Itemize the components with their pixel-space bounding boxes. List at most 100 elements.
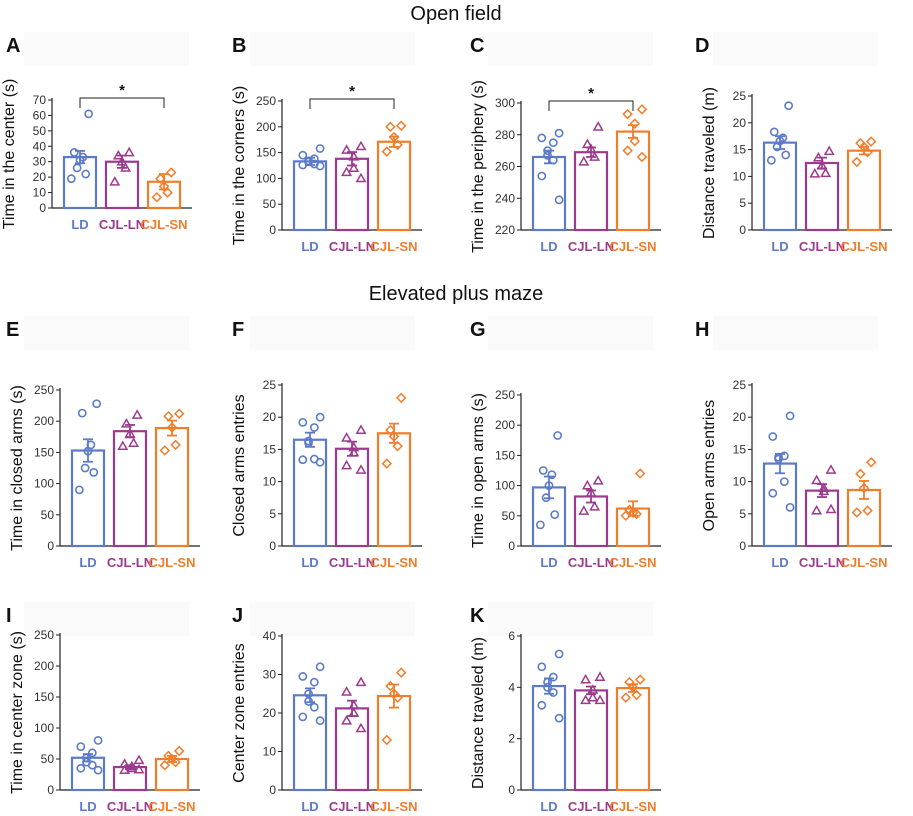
panel-g-point-cjl-sn-4 bbox=[620, 510, 632, 522]
panel-i-point-cjl-sn-4 bbox=[159, 759, 171, 771]
panel-c-point-ld-3 bbox=[543, 146, 552, 156]
panel-i-ytick-label-3: 150 bbox=[34, 690, 54, 704]
panel-c-ytick-label-3: 280 bbox=[495, 128, 515, 142]
panel-c-category-label-ld: LD bbox=[540, 239, 557, 254]
panel-j-point-ld-2 bbox=[309, 677, 319, 687]
panel-d-point-cjl-ln-4 bbox=[809, 168, 821, 178]
panel-b-point-ld-7 bbox=[315, 161, 325, 171]
panel-h-point-cjl-ln-0 bbox=[825, 464, 837, 474]
panel-j-ylabel: Center zone entries bbox=[231, 643, 248, 783]
panel-h-ytick-label-2: 10 bbox=[733, 475, 747, 489]
panel-b-point-cjl-sn-1 bbox=[385, 121, 396, 133]
panel-a-ytick-label-0: 0 bbox=[39, 201, 46, 215]
panel-f-point-cjl-sn-4 bbox=[381, 458, 393, 469]
panel-h-point-ld-6 bbox=[768, 488, 778, 498]
panel-a-header-bg bbox=[24, 32, 189, 66]
panel-g-ytick-label-4: 200 bbox=[495, 418, 515, 432]
panel-i-point-ld-3 bbox=[82, 753, 91, 763]
panel-b-point-cjl-sn-0 bbox=[395, 120, 407, 132]
panel-g-point-cjl-sn-3 bbox=[631, 508, 642, 520]
panel-c-bar-cjl-sn bbox=[615, 130, 651, 232]
panel-j-category-label-ld: LD bbox=[301, 799, 318, 814]
panel-i-point-ld-6 bbox=[76, 763, 86, 773]
panel-i-point-ld-0 bbox=[93, 736, 103, 745]
panel-e-point-cjl-sn-4 bbox=[159, 445, 171, 456]
panel-c: C 220 240 260 280 300 Time in the periphery (s… bbox=[470, 32, 661, 254]
panel-c-ytick-label-4: 300 bbox=[495, 96, 515, 110]
panel-f-letter: F bbox=[232, 319, 244, 341]
panel-d: D 0 5 10 15 20 25 Distance traveled (m) LD CJL-LN… bbox=[695, 32, 892, 254]
panel-d-point-ld-5 bbox=[781, 150, 791, 160]
panel-k-point-cjl-sn-3 bbox=[631, 689, 642, 701]
panel-g-ytick-label-5: 250 bbox=[495, 388, 515, 402]
panel-a-point-cjl-ln-1 bbox=[112, 149, 124, 160]
panel-d-bar-cjl-ln bbox=[804, 161, 840, 232]
panel-a-point-cjl-sn-4 bbox=[151, 191, 163, 203]
panel-d-ytick-label-5: 25 bbox=[733, 89, 747, 103]
panel-h-letter: H bbox=[695, 319, 709, 341]
panel-c-category-label-cjl-sn: CJL-SN bbox=[610, 239, 657, 254]
panel-b: B 0 50 100 150 200 250 Time in the corners (s) L… bbox=[231, 32, 422, 254]
panel-c-point-cjl-sn-5 bbox=[636, 151, 648, 163]
panel-b-significance-star: * bbox=[349, 83, 355, 100]
panel-k-point-cjl-ln-1 bbox=[580, 673, 592, 684]
panel-c-point-ld-2 bbox=[548, 138, 558, 148]
panel-k-point-cjl-ln-0 bbox=[594, 671, 606, 681]
panel-a-ytick-label-6: 60 bbox=[33, 108, 47, 122]
panel-c-bar-ld bbox=[531, 155, 567, 232]
panel-i-point-ld-5 bbox=[87, 760, 97, 770]
panel-g-point-ld-1 bbox=[538, 466, 548, 475]
panel-i-ytick-label-4: 200 bbox=[34, 659, 54, 673]
panel-c-point-ld-6 bbox=[537, 171, 547, 181]
panel-f-ytick-label-0: 0 bbox=[269, 539, 276, 553]
panel-h-ytick-label-4: 20 bbox=[733, 410, 747, 424]
panel-j-point-cjl-sn-0 bbox=[395, 667, 407, 678]
panel-g-header-bg bbox=[488, 316, 653, 350]
panel-f-point-ld-2 bbox=[309, 423, 319, 432]
panel-a-point-cjl-ln-3 bbox=[120, 162, 132, 172]
panel-k-point-ld-1 bbox=[537, 662, 547, 672]
panel-e-point-ld-4 bbox=[80, 463, 90, 473]
panel-e-point-ld-6 bbox=[74, 485, 84, 495]
panel-i-category-label-cjl-sn: CJL-SN bbox=[149, 799, 196, 814]
panel-i-point-cjl-ln-5 bbox=[133, 763, 145, 774]
panel-b-category-label-cjl-sn: CJL-SN bbox=[371, 239, 418, 254]
panel-g-point-cjl-ln-0 bbox=[592, 475, 604, 485]
panel-f-ytick-label-4: 20 bbox=[263, 410, 277, 424]
panel-f-point-cjl-ln-5 bbox=[355, 464, 367, 474]
panel-a-ytick-label-1: 10 bbox=[33, 186, 47, 200]
panel-h-category-label-cjl-ln: CJL-LN bbox=[799, 555, 845, 570]
panel-j-bar-cjl-sn bbox=[376, 694, 412, 792]
panel-e-point-cjl-ln-3 bbox=[128, 437, 140, 447]
panel-h-point-cjl-sn-1 bbox=[855, 468, 866, 480]
panel-d-category-label-ld: LD bbox=[771, 239, 788, 254]
panel-b-header-bg bbox=[250, 32, 415, 66]
panel-g: G 0 50 100 150 200 250 Time in open arms (s) LD C… bbox=[470, 316, 661, 570]
panel-e-point-cjl-sn-3 bbox=[170, 439, 181, 451]
panel-f-point-ld-7 bbox=[315, 457, 325, 467]
panel-g-ytick-label-3: 150 bbox=[495, 448, 515, 462]
panel-d-point-cjl-sn-3 bbox=[862, 147, 873, 158]
panel-g-point-cjl-ln-1 bbox=[581, 479, 593, 490]
panel-e-category-label-cjl-sn: CJL-SN bbox=[149, 555, 196, 570]
panel-c-point-ld-7 bbox=[554, 195, 564, 205]
panel-k-header-bg bbox=[488, 602, 653, 636]
panel-d-bar-ld bbox=[762, 141, 798, 232]
panel-f-point-cjl-sn-0 bbox=[395, 392, 407, 404]
panel-b-ytick-label-2: 100 bbox=[256, 171, 276, 185]
panel-c-point-ld-0 bbox=[554, 128, 564, 138]
panel-i-ytick-label-5: 250 bbox=[34, 628, 54, 642]
panel-a-point-ld-6 bbox=[66, 174, 76, 184]
panel-j-ytick-label-2: 20 bbox=[263, 706, 277, 720]
panel-g-bar-cjl-ln bbox=[573, 495, 609, 548]
panel-h-ytick-label-5: 25 bbox=[733, 378, 747, 392]
panel-k-category-label-cjl-sn: CJL-SN bbox=[610, 799, 657, 814]
panel-a-point-ld-3 bbox=[75, 155, 85, 165]
panel-c-point-cjl-ln-1 bbox=[581, 138, 593, 149]
panel-e-point-cjl-sn-1 bbox=[163, 410, 174, 422]
panel-d-point-cjl-ln-2 bbox=[816, 159, 828, 170]
panel-g-category-label-cjl-sn: CJL-SN bbox=[610, 555, 657, 570]
panel-j-bar-cjl-ln bbox=[334, 707, 370, 792]
